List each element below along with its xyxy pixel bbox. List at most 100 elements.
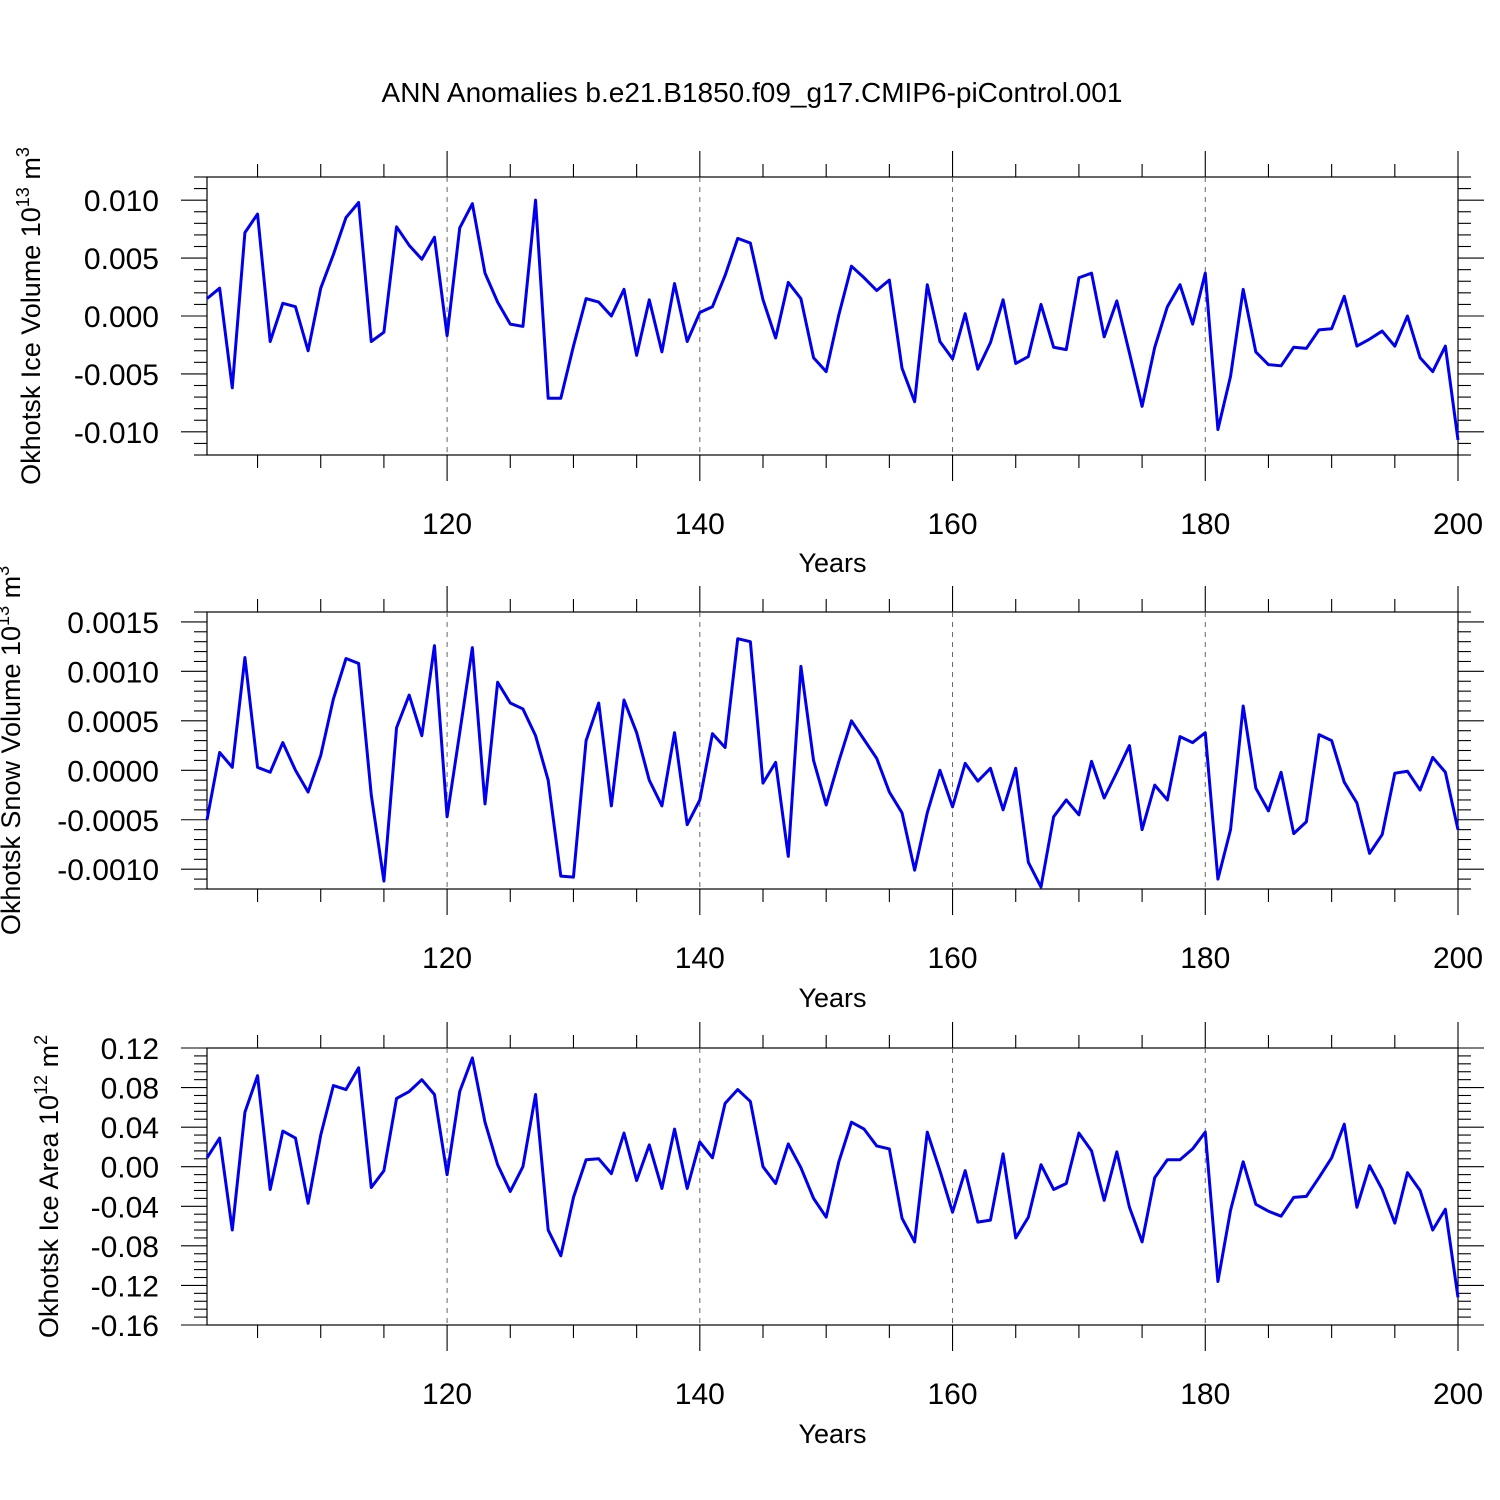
plot-frame <box>206 1047 1459 1326</box>
data-point <box>1115 299 1118 302</box>
data-point <box>749 242 752 245</box>
data-point <box>559 1254 562 1257</box>
data-point <box>1229 828 1232 831</box>
y-tick-label: 0.00 <box>101 1152 159 1185</box>
data-point <box>585 1158 588 1161</box>
data-point <box>345 216 348 219</box>
data-point <box>1267 1210 1270 1213</box>
panels: 0.010 0.005 0.000 -0.005 -0.010 120 140 160 180 2… <box>0 147 1484 1449</box>
data-point <box>1431 756 1434 759</box>
data-point <box>1457 1296 1460 1299</box>
data-point <box>1393 1222 1396 1225</box>
data-point <box>1318 1176 1321 1179</box>
data-point <box>964 312 967 315</box>
data-point <box>1305 347 1308 350</box>
data-point <box>825 1216 828 1219</box>
data-point <box>1305 1195 1308 1198</box>
data-point <box>1153 784 1156 787</box>
data-point <box>1355 1206 1358 1209</box>
data-point <box>1292 832 1295 835</box>
data-point <box>395 225 398 228</box>
y-tick-label: 0.0000 <box>67 755 159 788</box>
data-point <box>1406 1171 1409 1174</box>
data-point <box>673 282 676 285</box>
data-point <box>446 1173 449 1176</box>
data-point <box>913 1240 916 1243</box>
data-point <box>1052 1188 1055 1191</box>
data-point <box>281 1130 284 1133</box>
data-point <box>888 791 891 794</box>
data-point <box>863 276 866 279</box>
data-point <box>1204 1131 1207 1134</box>
data-point <box>623 288 626 291</box>
data-point <box>1191 741 1194 744</box>
data-point <box>648 1143 651 1146</box>
data-point <box>1419 1189 1422 1192</box>
data-point <box>370 794 373 797</box>
data-point <box>521 707 524 710</box>
data-point <box>496 301 499 304</box>
data-point <box>736 237 739 240</box>
y-tick-label: 0.000 <box>84 301 159 334</box>
data-point <box>1065 798 1068 801</box>
data-point <box>1280 1215 1283 1218</box>
data-point <box>673 1128 676 1131</box>
data-point <box>294 305 297 308</box>
data-point <box>1419 789 1422 792</box>
data-point <box>420 258 423 261</box>
data-point <box>1040 1163 1043 1166</box>
data-point <box>875 1144 878 1147</box>
data-point <box>1153 346 1156 349</box>
data-point <box>206 818 209 821</box>
data-point <box>1141 1240 1144 1243</box>
y-tick-label: -0.04 <box>91 1191 159 1224</box>
data-point <box>281 302 284 305</box>
data-point <box>1115 1150 1118 1153</box>
data-point <box>989 341 992 344</box>
data-point <box>509 702 512 705</box>
data-point <box>509 1190 512 1193</box>
data-point <box>951 805 954 808</box>
y-tick-label: -0.16 <box>91 1310 159 1343</box>
data-point <box>1027 861 1030 864</box>
data-point <box>825 370 828 373</box>
data-point <box>408 694 411 697</box>
data-point <box>1166 798 1169 801</box>
data-point <box>1229 1209 1232 1212</box>
data-point <box>231 1229 234 1232</box>
data-point <box>1216 428 1219 431</box>
data-point <box>269 771 272 774</box>
data-point <box>1204 731 1207 734</box>
data-point <box>1254 787 1257 790</box>
data-point <box>698 798 701 801</box>
y-tick-label: 0.0005 <box>67 706 159 739</box>
data-points <box>206 1056 1460 1298</box>
data-point <box>724 1102 727 1105</box>
data-point <box>938 340 941 343</box>
data-point <box>1077 813 1080 816</box>
x-axis-label: Years <box>798 983 866 1013</box>
data-point <box>496 1163 499 1166</box>
y-tick-label: -0.005 <box>74 359 159 392</box>
data-point <box>294 769 297 772</box>
data-point <box>243 1111 246 1114</box>
data-point <box>345 1088 348 1091</box>
data-point <box>1040 303 1043 306</box>
data-point <box>1406 315 1409 318</box>
data-point <box>623 1132 626 1135</box>
data-point <box>1128 744 1131 747</box>
data-point <box>875 289 878 292</box>
data-points <box>206 199 1460 442</box>
data-point <box>1444 345 1447 348</box>
data-point <box>648 298 651 301</box>
x-axis-label: Years <box>798 1419 866 1449</box>
data-point <box>762 782 765 785</box>
data-point <box>635 731 638 734</box>
data-point <box>1381 330 1384 333</box>
y-axis-label: Okhotsk Ice Volume 1013 m3 <box>13 147 46 485</box>
data-point <box>938 1169 941 1172</box>
data-point <box>1166 305 1169 308</box>
data-point <box>1128 1206 1131 1209</box>
data-point <box>534 199 537 202</box>
data-point <box>281 741 284 744</box>
